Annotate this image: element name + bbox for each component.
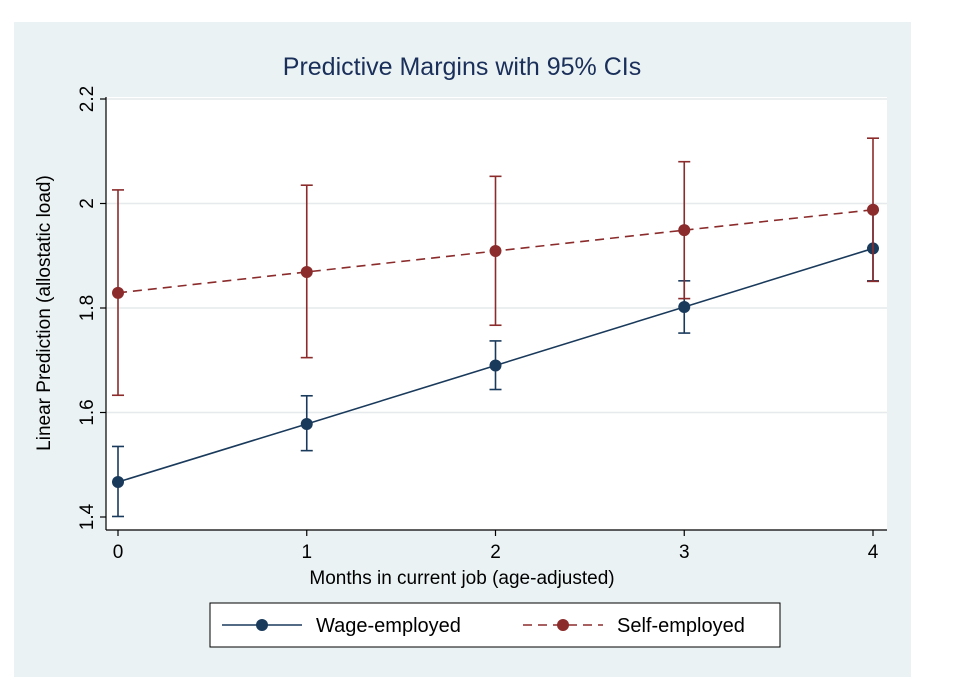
y-tick-label: 1.4 xyxy=(77,503,98,530)
data-point-self-employed xyxy=(678,224,691,237)
y-tick-label: 1.6 xyxy=(77,399,98,425)
legend-marker-wage-employed xyxy=(256,619,268,631)
chart-title: Predictive Margins with 95% CIs xyxy=(283,53,641,81)
data-point-self-employed xyxy=(867,203,879,216)
x-tick-label: 1 xyxy=(301,542,312,563)
chart-svg: Predictive Margins with 95% CIs 1.41.61.… xyxy=(34,53,887,648)
y-axis-label: Linear Prediction (allostatic load) xyxy=(34,175,55,451)
data-point-self-employed xyxy=(300,265,313,278)
data-point-self-employed xyxy=(112,286,124,299)
x-tick-label: 4 xyxy=(868,542,879,563)
data-point-wage-employed xyxy=(112,475,124,488)
y-tick-label: 2.2 xyxy=(77,86,98,112)
chart-frame: Predictive Margins with 95% CIs 1.4 1.6 1.… xyxy=(14,22,911,677)
data-point-wage-employed xyxy=(678,300,691,313)
legend-label-self-employed: Self-employed xyxy=(617,615,745,637)
data-point-wage-employed xyxy=(300,417,313,430)
legend: Wage-employed Self-employed xyxy=(209,602,781,648)
x-tick-label: 2 xyxy=(490,542,501,563)
y-tick-label: 2 xyxy=(77,198,98,209)
series-layer xyxy=(112,137,879,518)
y-tick-label: 1.8 xyxy=(77,295,98,321)
data-point-wage-employed xyxy=(489,359,502,372)
grid xyxy=(106,98,887,414)
x-tick-label: 3 xyxy=(679,542,690,563)
x-axis-label: Months in current job (age-adjusted) xyxy=(309,568,614,589)
legend-label-wage-employed: Wage-employed xyxy=(316,615,461,637)
legend-marker-self-employed xyxy=(557,619,569,631)
axes: 1.4 1.6 1.8 2 2.2 0 1 2 3 4 xyxy=(77,86,887,563)
data-point-self-employed xyxy=(489,245,502,258)
plot-area xyxy=(106,97,887,530)
x-tick-label: 0 xyxy=(113,542,124,563)
legend-box xyxy=(209,602,781,648)
